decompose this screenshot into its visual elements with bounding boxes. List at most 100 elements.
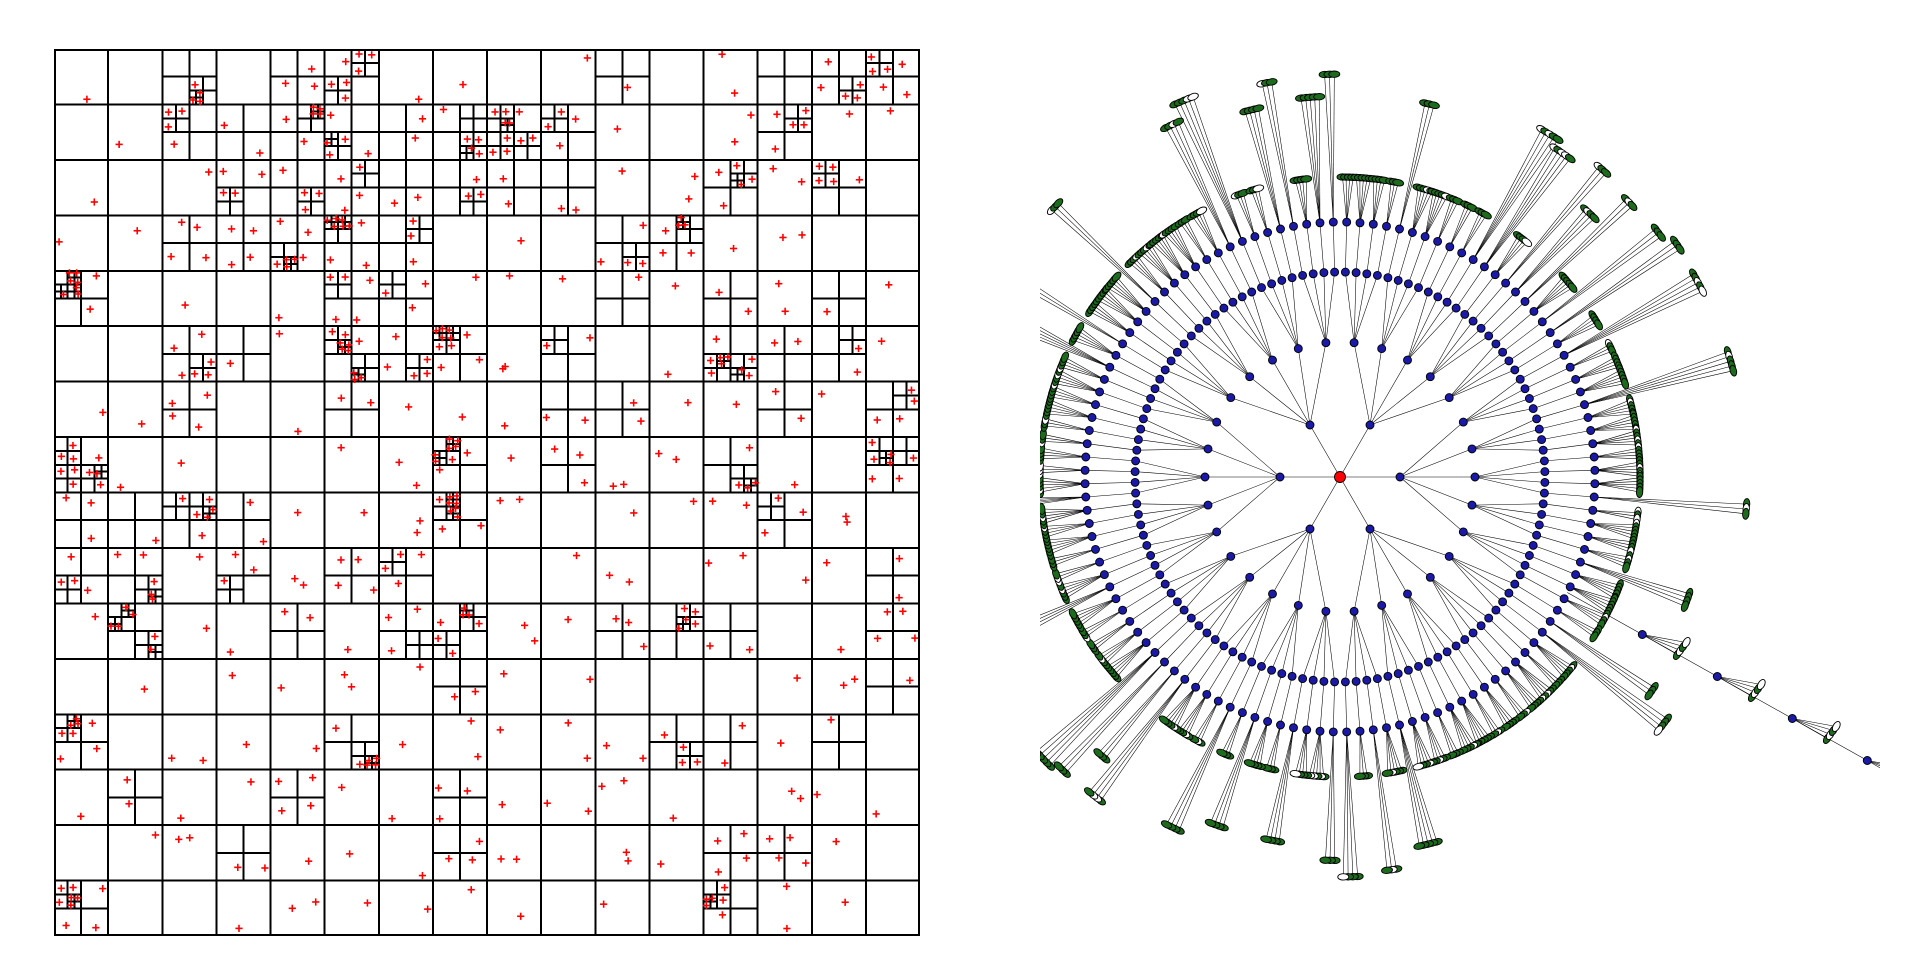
point-marker: [328, 328, 336, 336]
tree-edge: [1206, 651, 1234, 695]
quadtree-cell: [837, 740, 867, 771]
tree-edge: [1642, 634, 1687, 643]
point-marker: [65, 269, 73, 277]
quadtree-cell: [228, 186, 245, 203]
tree-edge: [1488, 617, 1526, 653]
quadtree-cell: [540, 325, 556, 342]
tree-edge: [1587, 413, 1634, 418]
internal-node: [1403, 355, 1412, 365]
tree-edge: [1590, 523, 1635, 536]
point-marker: [431, 451, 439, 459]
point-marker: [416, 517, 424, 525]
tree-edge: [1058, 661, 1165, 767]
point-marker: [498, 801, 506, 809]
point-marker: [69, 729, 77, 738]
tree-edge: [1241, 593, 1273, 658]
tree-edge: [1109, 642, 1147, 670]
tree-edge: [1343, 731, 1347, 877]
quadtree-cell: [702, 269, 732, 300]
tree-edge: [1122, 343, 1166, 371]
point-marker: [152, 536, 160, 545]
quadtree-cell: [465, 602, 475, 612]
point-marker: [178, 107, 186, 115]
point-marker: [337, 175, 345, 183]
tree-edge: [1346, 177, 1354, 223]
radial-tree-panel: [1040, 70, 1880, 910]
tree-edge: [1062, 363, 1105, 380]
tree-edge: [1471, 504, 1542, 515]
point-marker: [431, 457, 440, 466]
point-marker: [635, 273, 643, 281]
internal-node: [1131, 456, 1141, 466]
point-marker: [691, 620, 699, 628]
point-marker: [463, 449, 471, 457]
leaf-node: [1187, 92, 1199, 101]
point-marker: [742, 854, 751, 862]
quadtree-cell: [161, 75, 191, 106]
tree-edge: [1040, 586, 1110, 623]
tree-edge: [1353, 611, 1368, 681]
quadtree-cell: [215, 574, 231, 591]
internal-node: [1180, 674, 1190, 684]
quadtree-cell: [269, 49, 299, 78]
point-marker: [468, 856, 476, 864]
point-marker: [73, 894, 82, 902]
point-marker: [198, 531, 206, 540]
point-marker: [815, 176, 823, 185]
point-marker: [181, 301, 189, 309]
quadtree-cell: [702, 463, 732, 494]
quadtree-cell: [837, 339, 854, 355]
tree-edge: [1587, 410, 1633, 418]
tree-edge: [1048, 536, 1093, 548]
quadtree-cell: [458, 602, 468, 612]
tree-edge: [1170, 556, 1231, 594]
tree-edge: [1508, 332, 1551, 362]
tree-edge: [1239, 194, 1256, 237]
tree-edge: [1312, 731, 1321, 776]
tree-edge: [1399, 104, 1430, 230]
quadtree-cell: [756, 214, 813, 272]
tree-edge: [1256, 721, 1268, 766]
quadtree-cell: [756, 269, 813, 328]
point-marker: [794, 337, 802, 346]
tree-edge: [1166, 707, 1231, 825]
internal-node: [1425, 572, 1435, 582]
tree-edge: [1218, 717, 1256, 826]
quadtree-cell: [736, 373, 746, 383]
tree-edge: [1484, 158, 1571, 267]
point-marker: [715, 288, 723, 296]
tree-edge: [1111, 281, 1147, 312]
tree-edge: [1325, 272, 1335, 343]
quadtree-cell: [337, 145, 353, 161]
tree-edge: [1505, 172, 1607, 284]
point-marker: [851, 675, 859, 683]
tree-edge: [1399, 421, 1464, 478]
tree-edge: [1544, 482, 1595, 484]
point-marker: [678, 758, 686, 767]
internal-node: [1484, 613, 1494, 623]
quadtree-cell: [756, 602, 813, 660]
point-marker: [445, 855, 453, 863]
quadtree-cell: [864, 325, 920, 383]
tree-edge: [1373, 179, 1382, 225]
tree-edge: [1584, 549, 1630, 558]
tree-edge: [1342, 176, 1347, 223]
point-marker: [116, 483, 125, 491]
leaf-node: [1675, 243, 1685, 255]
point-marker: [62, 494, 70, 502]
tree-edge: [1077, 598, 1117, 624]
tree-edge: [1550, 244, 1678, 333]
internal-node: [1520, 384, 1530, 394]
point-marker: [67, 553, 75, 561]
internal-node: [1476, 621, 1486, 631]
internal-node: [1537, 317, 1547, 327]
point-marker: [464, 192, 473, 200]
quadtree-cell: [330, 138, 340, 148]
tree-edge: [1100, 679, 1186, 801]
tree-edge: [1323, 272, 1327, 343]
internal-node: [1637, 630, 1647, 639]
point-marker: [544, 123, 552, 131]
tree-edge: [1064, 356, 1105, 380]
internal-node: [1458, 527, 1468, 537]
point-marker: [467, 144, 476, 152]
